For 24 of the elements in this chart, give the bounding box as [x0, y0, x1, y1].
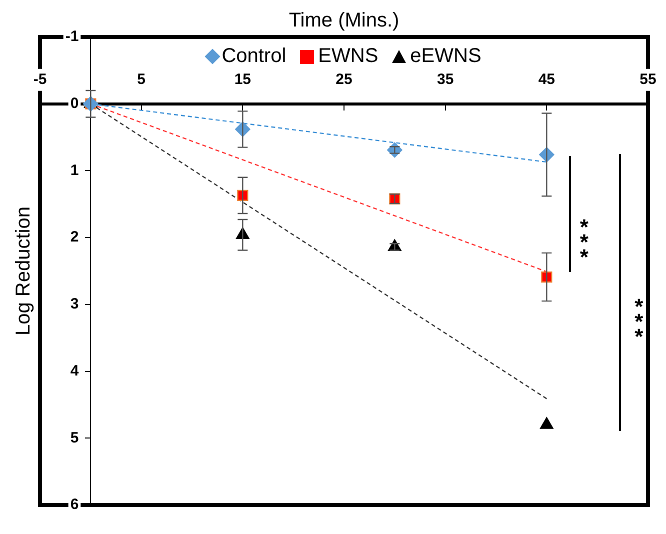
legend-label: EWNS [317, 45, 378, 68]
y-tick-label: 2 [70, 228, 79, 246]
x-tick-label: 45 [538, 71, 556, 88]
annotation: *** [634, 294, 644, 349]
x-axis-title: Time (Mins.) [288, 10, 400, 32]
point [387, 142, 402, 158]
y-tick-label: 0 [70, 95, 79, 112]
y-tick-label: 4 [70, 362, 80, 380]
annotation: *** [580, 214, 589, 270]
x-tick-label: 55 [640, 71, 656, 88]
point [540, 417, 554, 429]
x-tick-label: 5 [137, 71, 146, 88]
x-tick-label: 25 [336, 71, 352, 88]
y-tick-label: 3 [70, 296, 79, 313]
y-tick-label: 1 [70, 162, 79, 179]
legend-label: eEWNS [409, 45, 482, 68]
x-tick-label: 35 [436, 71, 454, 88]
y-axis-title: Log Reduction [12, 206, 36, 336]
x-tick-label: -5 [33, 71, 47, 88]
legend-label: Control [220, 45, 286, 68]
x-tick-label: 15 [234, 71, 252, 88]
y-tick-label: 5 [70, 429, 79, 446]
y-tick-label: -1 [65, 28, 79, 46]
y-tick-label: 6 [70, 496, 79, 514]
